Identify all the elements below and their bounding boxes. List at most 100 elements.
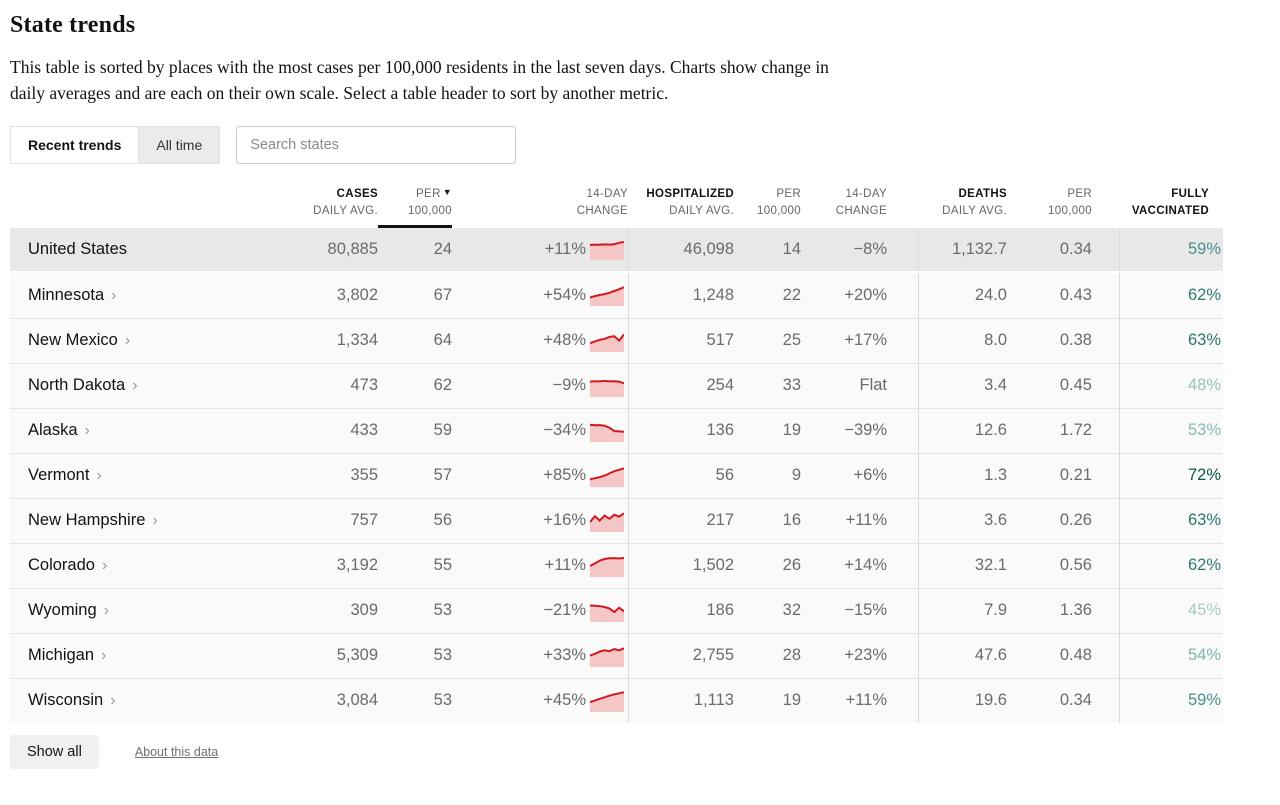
deaths-per-100k-value: 0.45 — [1059, 376, 1092, 395]
fully-vaccinated-value: 62% — [1187, 556, 1221, 575]
header-cases-per-100k[interactable]: PER ▼ 100,000 — [378, 186, 452, 228]
tab-all-time[interactable]: All time — [139, 127, 220, 164]
deaths-daily-avg-value: 32.1 — [974, 556, 1007, 575]
cases-daily-avg-value: 309 — [350, 601, 378, 620]
table-controls: Recent trends All time — [10, 126, 1280, 165]
cases-14day-change-value: +33% — [543, 646, 586, 665]
hosp-14day-change-value: −39% — [844, 421, 887, 440]
state-name: Michigan — [28, 646, 95, 665]
chevron-right-icon: › — [103, 602, 109, 620]
state-name: New Mexico — [28, 331, 118, 350]
state-name-cell[interactable]: Wisconsin › — [10, 691, 290, 710]
deaths-daily-avg-value: 3.4 — [984, 376, 1007, 395]
hosp-14day-change-value: +6% — [853, 466, 887, 485]
header-cases[interactable]: CASES DAILY AVG. — [313, 188, 378, 217]
table-row[interactable]: Minnesota › 3,802 67 +54% 1,248 22 +20% 2… — [10, 272, 1223, 318]
hospitalized-daily-avg-value: 254 — [706, 376, 734, 395]
state-name-cell[interactable]: Vermont › — [10, 466, 290, 485]
state-name-cell[interactable]: Minnesota › — [10, 286, 290, 305]
cases-per-100k-value: 53 — [433, 646, 452, 665]
cases-daily-avg-value: 757 — [350, 511, 378, 530]
chevron-right-icon: › — [101, 647, 107, 665]
table-footer: Show all About this data — [10, 734, 1280, 769]
cases-14day-change-value: +54% — [543, 285, 586, 304]
column-divider — [1119, 408, 1120, 453]
hosp-per-100k-value: 33 — [782, 376, 801, 395]
cases-daily-avg-value: 355 — [350, 466, 378, 485]
table-row[interactable]: North Dakota › 473 62 −9% 254 33 Flat 3.4… — [10, 362, 1223, 408]
search-input[interactable] — [236, 126, 517, 165]
chevron-right-icon: › — [96, 467, 102, 485]
deaths-daily-avg-value: 8.0 — [984, 331, 1007, 350]
state-name-cell[interactable]: Alaska › — [10, 421, 290, 440]
chevron-right-icon: › — [152, 512, 158, 530]
table-row[interactable]: Michigan › 5,309 53 +33% 2,755 28 +23% 47… — [10, 632, 1223, 678]
column-divider — [918, 498, 919, 543]
state-name-cell[interactable]: New Mexico › — [10, 331, 290, 350]
tab-recent-trends[interactable]: Recent trends — [11, 127, 140, 164]
chevron-right-icon: › — [111, 286, 117, 304]
deaths-daily-avg-value: 47.6 — [974, 646, 1007, 665]
fully-vaccinated-value: 59% — [1187, 691, 1221, 710]
column-divider — [918, 678, 919, 723]
cases-daily-avg-value: 433 — [350, 421, 378, 440]
header-deaths-per-100k[interactable]: PER 100,000 — [1048, 188, 1092, 217]
cases-14day-change-value: +16% — [543, 511, 586, 530]
state-name-cell[interactable]: United States — [10, 240, 290, 259]
hosp-14day-change-value: +11% — [845, 691, 887, 710]
deaths-per-100k-value: 1.72 — [1059, 421, 1092, 440]
hospitalized-daily-avg-value: 1,248 — [692, 285, 734, 304]
state-name-cell[interactable]: North Dakota › — [10, 376, 290, 395]
cases-daily-avg-value: 473 — [350, 376, 378, 395]
column-divider — [628, 498, 629, 543]
header-deaths[interactable]: DEATHS DAILY AVG. — [942, 188, 1007, 217]
deaths-per-100k-value: 0.56 — [1059, 556, 1092, 575]
state-name-cell[interactable]: Wyoming › — [10, 601, 290, 620]
table-row[interactable]: United States 80,885 24 +11% 46,098 14 −… — [10, 227, 1223, 273]
header-cases-14day-change[interactable]: 14-DAY CHANGE — [576, 188, 628, 217]
cases-14day-change-value: +11% — [544, 239, 586, 258]
deaths-daily-avg-value: 19.6 — [974, 691, 1007, 710]
fully-vaccinated-value: 63% — [1187, 331, 1221, 350]
state-name-cell[interactable]: New Hampshire › — [10, 511, 290, 530]
table-row[interactable]: Wisconsin › 3,084 53 +45% 1,113 19 +11% 1… — [10, 677, 1223, 723]
table-row[interactable]: Vermont › 355 57 +85% 56 9 +6% 1.3 0.21 7… — [10, 452, 1223, 498]
cases-per-100k-value: 67 — [433, 285, 452, 304]
table-body: United States 80,885 24 +11% 46,098 14 −… — [10, 227, 1223, 723]
table-row[interactable]: Colorado › 3,192 55 +11% 1,502 26 +14% 32… — [10, 542, 1223, 588]
cases-per-100k-value: 57 — [433, 466, 452, 485]
deaths-daily-avg-value: 24.0 — [974, 285, 1007, 304]
state-name-cell[interactable]: Michigan › — [10, 646, 290, 665]
cases-per-100k-value: 56 — [433, 511, 452, 530]
state-name-cell[interactable]: Colorado › — [10, 556, 290, 575]
column-divider — [1119, 678, 1120, 723]
table-row[interactable]: New Hampshire › 757 56 +16% 217 16 +11% 3… — [10, 497, 1223, 543]
column-divider — [918, 363, 919, 408]
column-divider — [628, 272, 629, 318]
fully-vaccinated-value: 62% — [1187, 285, 1221, 304]
cases-trend-sparkline — [586, 690, 628, 712]
cases-trend-sparkline — [586, 375, 628, 397]
hosp-per-100k-value: 14 — [782, 239, 801, 258]
hosp-per-100k-value: 19 — [782, 691, 801, 710]
cases-per-100k-value: 59 — [433, 421, 452, 440]
hosp-14day-change-value: −8% — [853, 239, 887, 258]
table-row[interactable]: Alaska › 433 59 −34% 136 19 −39% 12.6 1.7… — [10, 407, 1223, 453]
deaths-per-100k-value: 0.21 — [1059, 466, 1092, 485]
fully-vaccinated-value: 72% — [1187, 466, 1221, 485]
table-row[interactable]: New Mexico › 1,334 64 +48% 517 25 +17% 8.… — [10, 317, 1223, 363]
chevron-right-icon: › — [84, 422, 90, 440]
header-hosp-per-100k[interactable]: PER 100,000 — [757, 188, 801, 217]
cases-trend-sparkline — [586, 600, 628, 622]
column-divider — [918, 453, 919, 498]
header-hosp-14day-change[interactable]: 14-DAY CHANGE — [835, 188, 887, 217]
cases-per-100k-value: 53 — [433, 691, 452, 710]
chevron-right-icon: › — [132, 377, 138, 395]
about-data-link[interactable]: About this data — [134, 744, 219, 759]
header-fully-vaccinated[interactable]: FULLY VACCINATED — [1131, 188, 1209, 217]
show-all-button[interactable]: Show all — [10, 734, 99, 769]
table-row[interactable]: Wyoming › 309 53 −21% 186 32 −15% 7.9 1.3… — [10, 587, 1223, 633]
hosp-per-100k-value: 16 — [782, 511, 801, 530]
header-hospitalized[interactable]: HOSPITALIZED DAILY AVG. — [646, 188, 734, 217]
deaths-per-100k-value: 0.48 — [1059, 646, 1092, 665]
